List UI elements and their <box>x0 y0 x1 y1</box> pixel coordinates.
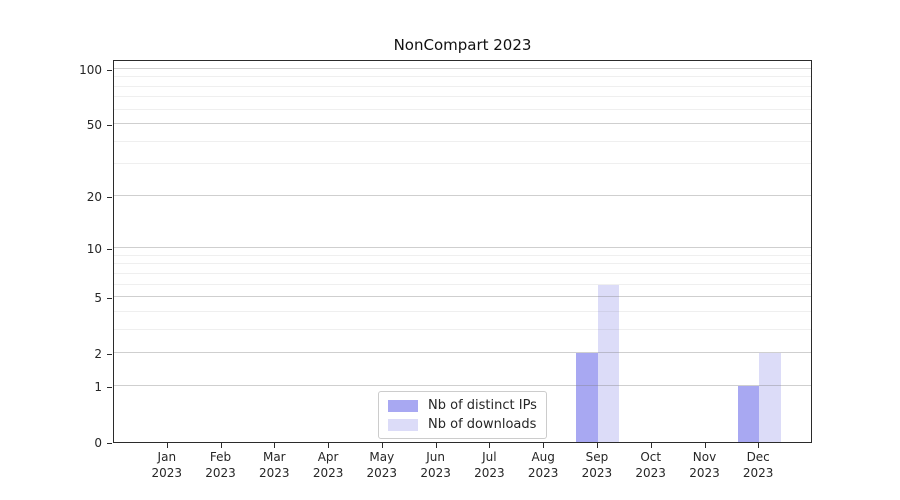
y-tick-label: 1 <box>94 379 102 394</box>
gridline-major <box>114 247 811 249</box>
x-tick-mark <box>435 443 437 448</box>
legend-label-distinct-ips: Nb of distinct IPs <box>428 398 537 413</box>
y-tick-label: 0 <box>94 436 102 450</box>
gridline-minor <box>114 283 811 285</box>
y-tick-mark <box>107 249 112 251</box>
legend-item-distinct-ips: Nb of distinct IPs <box>388 398 537 413</box>
gridline-major <box>114 123 811 124</box>
y-tick-mark <box>107 443 112 444</box>
gridline-minor <box>114 85 811 87</box>
x-tick-mark <box>328 443 330 448</box>
gridline-minor <box>114 328 811 330</box>
y-tick-mark <box>107 69 112 71</box>
x-tick-label: Dec 2023 <box>742 450 774 480</box>
y-tick-label: 2 <box>94 347 102 362</box>
chart-title: NonCompart 2023 <box>393 36 532 54</box>
x-tick-mark <box>489 443 491 448</box>
legend: Nb of distinct IPs Nb of downloads <box>378 391 547 439</box>
y-tick-label: 20 <box>86 189 102 204</box>
x-tick-label: Feb 2023 <box>205 450 236 480</box>
gridline-minor <box>114 163 811 165</box>
gridline-minor <box>114 254 811 256</box>
y-tick-mark <box>107 386 112 388</box>
y-tick-label: 5 <box>94 291 102 306</box>
plot-area <box>113 60 812 443</box>
x-tick-label: Mar 2023 <box>259 450 290 480</box>
y-tick-label: 10 <box>86 242 102 257</box>
gridline-minor <box>114 272 811 274</box>
legend-item-downloads: Nb of downloads <box>388 417 537 432</box>
bar-distinct-ips <box>576 353 598 442</box>
x-tick-label: Aug 2023 <box>527 450 559 480</box>
gridline-minor <box>114 310 811 312</box>
y-tick-label: 100 <box>79 62 102 77</box>
gridline-major <box>114 352 811 354</box>
gridline-minor <box>114 108 811 110</box>
x-tick-mark <box>220 443 222 448</box>
y-tick-mark <box>107 196 112 198</box>
x-tick-label: Nov 2023 <box>689 450 720 480</box>
gridline-major <box>114 194 811 196</box>
gridline-minor <box>114 263 811 265</box>
bars-layer <box>114 61 811 442</box>
x-tick-label: Apr 2023 <box>312 450 344 480</box>
gridline-minor <box>114 140 811 142</box>
x-tick-mark <box>650 443 652 448</box>
bar-distinct-ips <box>737 385 760 442</box>
x-tick-mark <box>274 443 276 448</box>
gridline-major <box>114 296 811 298</box>
bar-downloads <box>597 284 620 442</box>
y-tick-label: 50 <box>86 118 102 132</box>
legend-swatch-downloads <box>388 418 418 431</box>
x-tick-mark <box>596 443 598 448</box>
gridline-minor <box>114 76 811 78</box>
bar-downloads <box>759 353 781 442</box>
gridline-major <box>114 67 811 69</box>
legend-label-downloads: Nb of downloads <box>428 417 537 432</box>
grid-layer <box>114 61 811 442</box>
y-tick-mark <box>107 298 112 300</box>
y-tick-mark <box>107 125 112 126</box>
gridline-minor <box>114 96 811 98</box>
x-tick-mark <box>758 443 760 448</box>
x-tick-label: Oct 2023 <box>635 450 666 480</box>
gridline-major <box>114 384 811 386</box>
x-tick-label: May 2023 <box>366 450 398 480</box>
x-tick-label: Jan 2023 <box>151 450 183 480</box>
y-tick-mark <box>107 354 112 356</box>
x-tick-label: Sep 2023 <box>581 450 613 480</box>
x-tick-label: Jun 2023 <box>420 450 451 480</box>
x-tick-mark <box>381 443 383 448</box>
x-tick-mark <box>166 443 168 448</box>
legend-swatch-distinct-ips <box>388 399 418 412</box>
x-tick-mark <box>704 443 706 448</box>
x-tick-mark <box>543 443 545 448</box>
x-tick-label: Jul 2023 <box>474 450 505 480</box>
